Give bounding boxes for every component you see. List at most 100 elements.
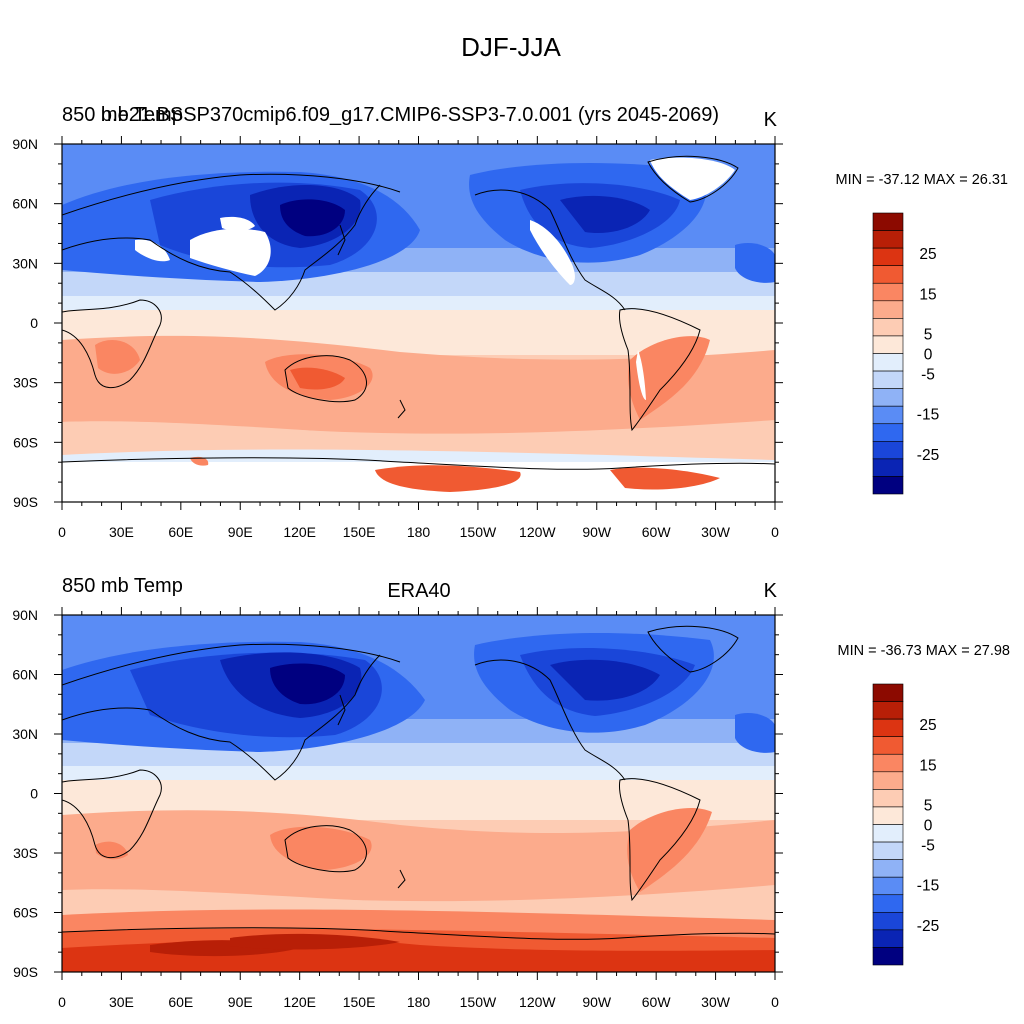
colorbar-label: 0 [924,818,933,835]
panel-bottom-center-title: ERA40 [387,580,450,602]
coastline-eurasia [62,654,381,781]
colorbar-label: 15 [919,286,936,303]
panel-top-missing-tibet [190,228,271,276]
y-tick-label: 90N [12,136,38,152]
coastline-africa [62,299,162,389]
coastline-australia [284,355,367,403]
colorbar-swatch [872,247,904,266]
panel-top-missing-greenland [650,157,735,200]
panel-top-missing-andes [636,350,646,400]
panel-top-contour-band [62,292,775,310]
panel-top-stats: MIN = -37.12 MAX = 26.31 [836,172,1008,188]
colorbar-label: -25 [917,447,939,464]
y-tick-label: 30N [12,726,38,742]
coastline-north-america [474,189,626,311]
panel-top-contour-continent [560,195,650,234]
coastline-new-zealand [397,869,406,889]
coastline-japan [337,694,346,726]
colorbar-swatch [872,476,904,495]
colorbar-swatch [872,300,904,319]
x-tick-label: 150E [343,524,376,540]
colorbar-label: 25 [919,246,936,263]
panel-bottom-contour-antarctic [230,933,400,950]
panel-bottom-y-axis: 90N 60N 30N 0 30S 60S 90S [12,607,783,980]
coastline-greenland [647,625,739,673]
y-tick-label: 30S [13,845,38,861]
colorbar-swatch [872,458,904,477]
colorbar-label: -15 [917,878,939,895]
x-tick-label: 30W [701,994,731,1010]
colorbar-label: -5 [921,838,935,855]
panel-top-center-title: b.e21.BSSP370cmip6.f09_g17.CMIP6-SSP3-7.… [101,104,719,126]
coastline-antarctica [62,457,775,470]
x-tick-label: 150W [460,994,497,1010]
panel-top-field [62,144,775,502]
panel-top-contour-antarctic-warm [190,456,209,466]
colorbar-swatch [872,753,904,773]
coastline-south-america [619,308,701,432]
panel-top-contour-band [62,335,775,434]
x-tick-label: 120E [283,524,316,540]
x-tick-label: 60W [642,524,672,540]
panel-bottom-contour-continent [735,713,775,753]
colorbar-label: -15 [917,407,939,424]
panel-top-left-title: 850 mb Temp [62,104,183,126]
y-tick-label: 90S [13,494,38,510]
panel-top-x-axis: 0 30E 60E 90E 120E 150E 180 150W 120W 90W 60W 30W 0 [58,136,779,540]
colorbar-label: 5 [924,797,933,814]
y-tick-label: 60S [13,905,38,921]
panel-top-missing-highland [135,239,170,262]
colorbar-swatch [872,388,904,407]
colorbar-swatch [872,806,904,825]
y-tick-label: 0 [30,786,38,802]
coastline-arctic [62,643,401,686]
panel-bottom-coastlines [62,625,775,940]
colorbar-swatch [872,859,904,878]
panel-bottom-field [62,615,775,972]
coastline-new-zealand [397,399,406,419]
colorbar-swatch [872,736,904,755]
x-tick-label: 30W [701,524,731,540]
y-tick-label: 30N [12,255,38,271]
colorbar-swatch [872,318,904,337]
panel-top-contour-continent [280,199,345,237]
x-tick-label: 0 [771,994,779,1010]
colorbar-label: 25 [919,717,936,734]
figure-title: DJF-JJA [461,32,561,62]
y-tick-label: 90S [13,964,38,980]
colorbar-swatch [872,265,904,284]
panel-top-contour-antarctic-warm [375,465,521,492]
panel-top-missing-highland [220,216,255,231]
panel-top-contour-warm [290,367,345,390]
panel-bottom-x-axis: 0 30E 60E 90E 120E 150E 180 150W 120W 90W 60W 30W 0 [58,607,779,1010]
colorbar-swatch [872,929,904,948]
panel-top-contour-continent [735,243,775,283]
x-tick-label: 120W [519,994,556,1010]
panel-top-coastlines [62,155,775,470]
colorbar-swatch [872,683,904,702]
colorbar-swatch [872,824,904,843]
colorbar-label: 5 [924,326,933,343]
coastline-africa [62,769,162,859]
colorbar-top: 25 15 5 0 -5 -15 -25 [872,212,939,495]
panel-bottom-contour-band [62,762,775,780]
colorbar-swatch [872,282,904,302]
panel-bottom-left-title: 850 mb Temp [62,575,183,597]
x-tick-label: 180 [407,994,431,1010]
coastline-arctic [62,173,401,216]
coastline-greenland [647,155,739,203]
panel-bottom-contour-warm [270,826,372,870]
colorbar-label: -5 [921,367,935,384]
panel-top-y-axis: 90N 60N 30N 0 30S 60S 90S [12,136,783,510]
x-tick-label: 30E [109,524,134,540]
colorbar-swatch [872,841,904,860]
colorbar-swatch [872,771,904,790]
colorbar-swatch [872,230,904,249]
colorbar-swatch [872,353,904,372]
colorbar-swatch [872,441,904,460]
x-tick-label: 120E [283,994,316,1010]
x-tick-label: 90W [582,994,612,1010]
y-tick-label: 60N [12,667,38,683]
colorbar-label: 15 [919,757,936,774]
